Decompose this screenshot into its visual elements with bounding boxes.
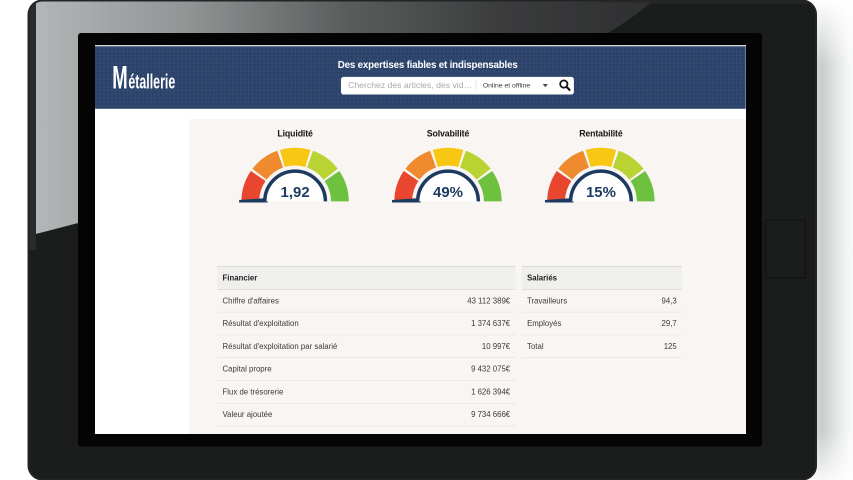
- svg-text:Solvabilité: Solvabilité: [427, 128, 470, 138]
- svg-text:Rentabilité: Rentabilité: [579, 128, 623, 138]
- svg-text:étallerie: étallerie: [128, 72, 175, 94]
- svg-text:1,92: 1,92: [281, 184, 310, 201]
- svg-text:49%: 49%: [433, 184, 463, 201]
- svg-text:15%: 15%: [586, 184, 616, 201]
- svg-text:Liquidité: Liquidité: [277, 128, 313, 138]
- svg-text:M: M: [112, 60, 127, 96]
